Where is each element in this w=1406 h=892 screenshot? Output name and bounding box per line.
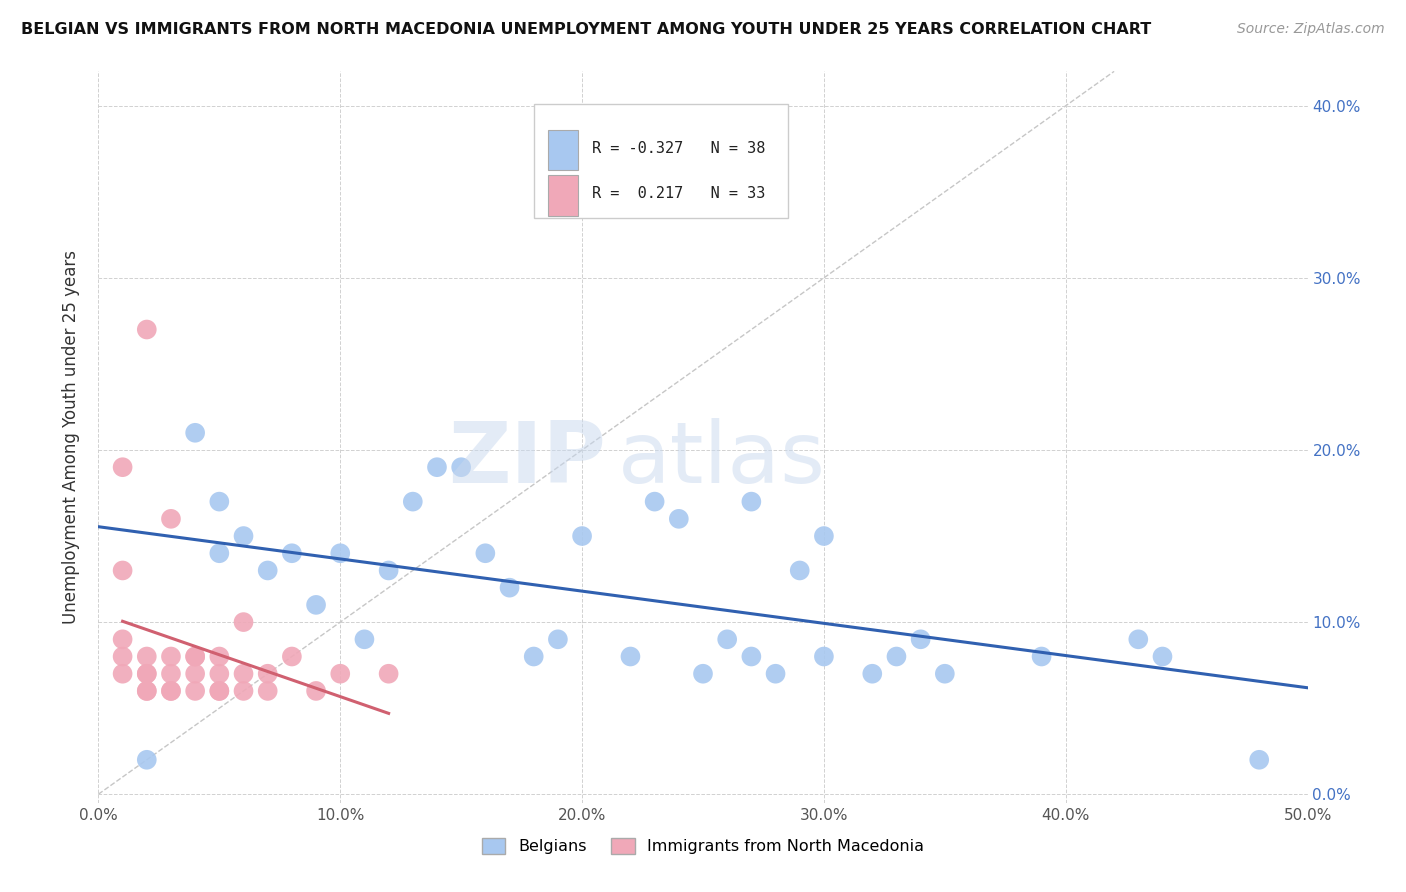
Text: R = -0.327   N = 38: R = -0.327 N = 38 <box>592 141 765 156</box>
Point <box>208 666 231 681</box>
Point <box>135 666 157 681</box>
Point <box>474 546 496 560</box>
Point <box>668 512 690 526</box>
Point <box>740 494 762 508</box>
Point <box>135 322 157 336</box>
Y-axis label: Unemployment Among Youth under 25 years: Unemployment Among Youth under 25 years <box>62 250 80 624</box>
Point <box>111 632 134 647</box>
Point <box>644 494 666 508</box>
Point <box>184 649 207 664</box>
Point <box>184 666 207 681</box>
Point <box>1152 649 1174 664</box>
Point <box>160 649 183 664</box>
Point <box>135 684 157 698</box>
Point <box>256 564 278 578</box>
Point <box>135 666 157 681</box>
Point <box>571 529 593 543</box>
Point <box>160 666 183 681</box>
Point <box>232 529 254 543</box>
Point <box>160 684 183 698</box>
Text: Source: ZipAtlas.com: Source: ZipAtlas.com <box>1237 22 1385 37</box>
Point <box>256 666 278 681</box>
Point <box>281 546 304 560</box>
Point <box>111 564 134 578</box>
Point <box>692 666 714 681</box>
Point <box>813 649 835 664</box>
Point <box>547 632 569 647</box>
Point <box>256 684 278 698</box>
Point <box>184 649 207 664</box>
Point <box>160 512 183 526</box>
Point <box>1249 753 1271 767</box>
Point <box>789 564 811 578</box>
Point <box>184 684 207 698</box>
Text: ZIP: ZIP <box>449 417 606 500</box>
Point <box>765 666 787 681</box>
Point <box>498 581 520 595</box>
Point <box>184 425 207 440</box>
Point <box>281 649 304 664</box>
Point <box>1031 649 1053 664</box>
Point <box>450 460 472 475</box>
Point <box>208 684 231 698</box>
Point <box>135 753 157 767</box>
Point <box>886 649 908 664</box>
Point <box>329 546 352 560</box>
Text: R =  0.217   N = 33: R = 0.217 N = 33 <box>592 186 765 201</box>
Point <box>232 684 254 698</box>
FancyBboxPatch shape <box>548 176 578 216</box>
Legend: Belgians, Immigrants from North Macedonia: Belgians, Immigrants from North Macedoni… <box>475 831 931 861</box>
Point <box>353 632 375 647</box>
Point <box>111 649 134 664</box>
Point <box>305 598 328 612</box>
Point <box>111 460 134 475</box>
Point <box>208 649 231 664</box>
Point <box>910 632 932 647</box>
Point <box>860 666 883 681</box>
FancyBboxPatch shape <box>548 130 578 170</box>
Point <box>208 546 231 560</box>
Point <box>377 666 399 681</box>
Point <box>619 649 641 664</box>
Point <box>232 615 254 629</box>
Point <box>716 632 738 647</box>
Point <box>111 666 134 681</box>
Text: BELGIAN VS IMMIGRANTS FROM NORTH MACEDONIA UNEMPLOYMENT AMONG YOUTH UNDER 25 YEA: BELGIAN VS IMMIGRANTS FROM NORTH MACEDON… <box>21 22 1152 37</box>
Point <box>426 460 449 475</box>
Point <box>377 564 399 578</box>
Point <box>160 684 183 698</box>
Point <box>813 529 835 543</box>
Point <box>329 666 352 681</box>
FancyBboxPatch shape <box>534 104 787 218</box>
Text: atlas: atlas <box>619 417 827 500</box>
Point <box>232 666 254 681</box>
Point <box>740 649 762 664</box>
Point <box>934 666 956 681</box>
Point <box>208 494 231 508</box>
Point <box>135 684 157 698</box>
Point <box>305 684 328 698</box>
Point <box>135 649 157 664</box>
Point <box>208 684 231 698</box>
Point <box>523 649 546 664</box>
Point <box>1128 632 1150 647</box>
Point <box>402 494 425 508</box>
